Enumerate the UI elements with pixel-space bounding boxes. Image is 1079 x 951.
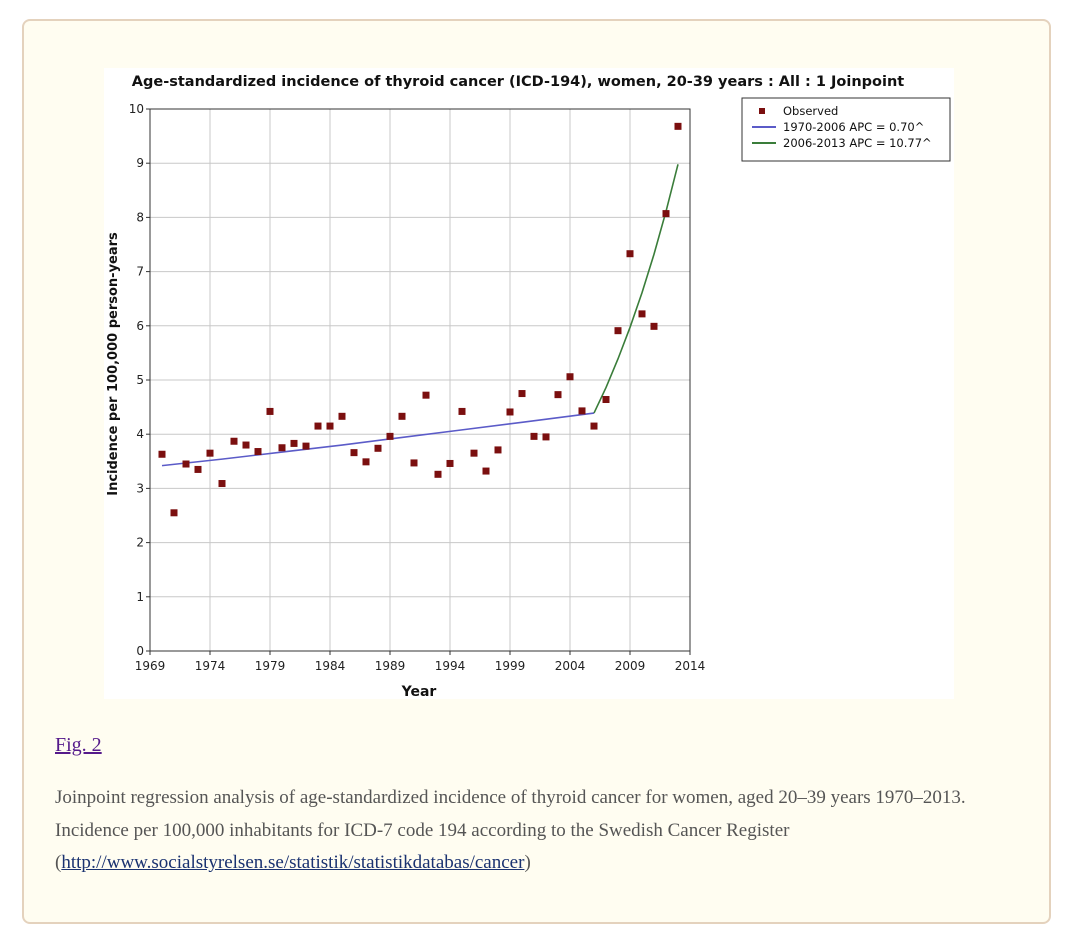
observed-point — [530, 432, 538, 440]
x-tick-label: 1999 — [495, 659, 526, 673]
observed-point — [398, 412, 406, 420]
legend-label-segment1: 1970-2006 APC = 0.70^ — [783, 120, 924, 134]
y-tick-label: 9 — [136, 156, 144, 170]
caption-text: Joinpoint regression analysis of age-sta… — [55, 787, 966, 873]
observed-point — [278, 444, 286, 452]
caption-source-link[interactable]: http://www.socialstyrelsen.se/statistik/… — [61, 852, 525, 873]
observed-point — [662, 210, 670, 218]
observed-points — [158, 122, 682, 517]
x-tick-label: 1979 — [255, 659, 286, 673]
x-tick-label: 1989 — [375, 659, 406, 673]
observed-point — [650, 322, 658, 330]
observed-point — [482, 467, 490, 475]
y-tick-label: 10 — [129, 102, 144, 116]
chart-image: Age-standardized incidence of thyroid ca… — [104, 68, 954, 700]
joinpoint-chart: Age-standardized incidence of thyroid ca… — [106, 74, 951, 700]
legend-box — [741, 97, 951, 162]
observed-point — [386, 432, 394, 440]
observed-point — [518, 390, 526, 398]
observed-point — [638, 310, 646, 318]
y-tick-label: 8 — [136, 210, 144, 224]
observed-point — [410, 459, 418, 467]
x-tick-label: 2004 — [555, 659, 586, 673]
observed-point — [542, 433, 550, 441]
observed-point — [158, 450, 166, 458]
x-axis-label: Year — [401, 684, 437, 699]
observed-point — [326, 422, 334, 430]
observed-point — [254, 448, 262, 456]
observed-point — [314, 422, 322, 430]
chart-title: Age-standardized incidence of thyroid ca… — [132, 74, 904, 90]
observed-point — [434, 470, 442, 478]
axis-ticks: 1969 1974 1979 1984 1989 1994 1999 2004 2009 2014… — [129, 102, 706, 673]
observed-point — [674, 122, 682, 130]
legend-label-segment2: 2006-2013 APC = 10.77^ — [783, 136, 932, 150]
observed-point — [374, 444, 382, 452]
x-tick-label: 2009 — [615, 659, 646, 673]
y-axis-label: Incidence per 100,000 person-years — [106, 232, 121, 496]
observed-point — [614, 327, 622, 335]
observed-point — [626, 250, 634, 258]
observed-point — [578, 407, 586, 415]
observed-point — [302, 442, 310, 450]
observed-point — [242, 441, 250, 449]
y-tick-label: 6 — [136, 319, 144, 333]
y-tick-label: 2 — [136, 536, 144, 550]
observed-point — [590, 422, 598, 430]
figure-link[interactable]: Fig. 2 — [55, 734, 102, 756]
observed-point — [506, 408, 514, 416]
x-tick-label: 1969 — [135, 659, 166, 673]
y-tick-label: 5 — [136, 373, 144, 387]
legend-label-observed: Observed — [783, 104, 838, 118]
fit-lines — [161, 164, 679, 467]
y-tick-label: 4 — [136, 427, 144, 441]
chart-legend: Observed 1970-2006 APC = 0.70^ 2006-2013… — [741, 97, 951, 162]
x-tick-label: 1994 — [435, 659, 466, 673]
observed-point — [602, 396, 610, 404]
legend-marker-observed — [759, 108, 765, 114]
x-tick-label: 1974 — [195, 659, 226, 673]
caption-end: ) — [524, 852, 531, 873]
observed-point — [446, 459, 454, 467]
x-tick-label: 2014 — [675, 659, 706, 673]
observed-point — [494, 446, 502, 454]
observed-point — [230, 437, 238, 445]
observed-point — [566, 373, 574, 381]
observed-point — [194, 465, 202, 473]
observed-point — [350, 449, 358, 457]
y-tick-label: 7 — [136, 265, 144, 279]
observed-point — [218, 480, 226, 488]
observed-point — [362, 458, 370, 466]
x-tick-label: 1984 — [315, 659, 346, 673]
figure-caption: Joinpoint regression analysis of age-sta… — [55, 782, 1015, 880]
observed-point — [290, 439, 298, 447]
observed-point — [338, 412, 346, 420]
y-tick-label: 1 — [136, 590, 144, 604]
observed-point — [458, 407, 466, 415]
fit-line-segment-1 — [161, 412, 595, 467]
observed-point — [170, 509, 178, 517]
observed-point — [470, 449, 478, 457]
observed-point — [266, 407, 274, 415]
y-tick-label: 0 — [136, 644, 144, 658]
fit-line-segment-2 — [593, 164, 679, 414]
observed-point — [206, 449, 214, 457]
observed-point — [182, 460, 190, 468]
observed-point — [422, 391, 430, 399]
y-tick-label: 3 — [136, 481, 144, 495]
observed-point — [554, 391, 562, 399]
